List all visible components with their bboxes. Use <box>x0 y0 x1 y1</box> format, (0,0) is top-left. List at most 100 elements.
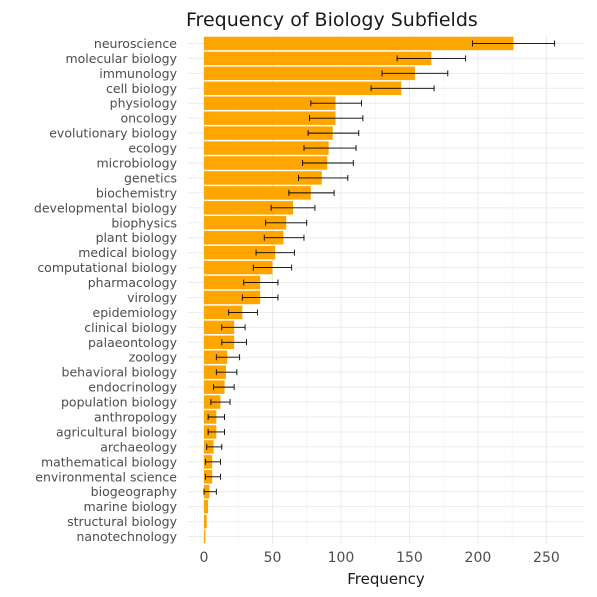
error-bar <box>203 488 217 495</box>
error-bar <box>310 100 362 107</box>
error-bar <box>221 324 246 331</box>
bar <box>204 245 276 260</box>
error-bar <box>228 309 258 316</box>
category-label: archaeology <box>100 439 177 454</box>
error-bar <box>215 369 238 376</box>
category-label: agricultural biology <box>56 424 178 439</box>
category-label: marine biology <box>83 499 177 514</box>
category-label: nanotechnology <box>76 529 177 544</box>
bar <box>204 275 261 290</box>
category-label: biogeography <box>91 484 178 499</box>
bar <box>204 290 261 305</box>
bar <box>204 51 432 66</box>
bar <box>204 186 311 200</box>
bar <box>204 81 402 96</box>
bar <box>204 335 235 350</box>
bar <box>204 126 333 140</box>
error-bar <box>298 174 349 181</box>
error-bar <box>213 384 235 391</box>
bar <box>204 499 209 514</box>
category-label: pharmacology <box>88 275 178 290</box>
error-bar <box>210 399 231 406</box>
x-tick-label: 250 <box>533 550 560 566</box>
category-label: immunology <box>99 66 177 81</box>
error-bar <box>288 189 335 196</box>
bar <box>204 201 294 215</box>
bar <box>204 36 514 51</box>
category-label: cell biology <box>106 81 178 96</box>
x-tick-label: 0 <box>200 550 209 566</box>
error-bar <box>303 145 357 152</box>
bar <box>204 320 235 335</box>
category-label: behavioral biology <box>62 365 178 380</box>
category-label: mathematical biology <box>41 454 178 469</box>
category-label: genetics <box>124 170 177 185</box>
x-axis-title: Frequency <box>347 570 425 588</box>
bar <box>204 230 284 245</box>
bar <box>204 141 329 155</box>
category-label: environmental science <box>35 469 177 484</box>
error-bar <box>471 40 556 47</box>
error-bar <box>270 204 316 211</box>
category-label: plant biology <box>96 230 178 245</box>
x-tick-label: 150 <box>396 550 423 566</box>
x-tick-label: 50 <box>264 550 282 566</box>
error-bar <box>206 443 223 450</box>
error-bar <box>221 339 247 346</box>
bar <box>204 111 336 125</box>
error-bar <box>302 160 354 166</box>
bar <box>204 156 328 170</box>
x-axis-tick-labels: 0 50 100 150 200 250 <box>200 550 560 566</box>
category-label: evolutionary biology <box>49 126 177 141</box>
bar <box>204 365 226 379</box>
bar <box>204 529 206 544</box>
error-bar <box>241 294 279 301</box>
x-tick-label: 200 <box>465 550 492 566</box>
bar <box>204 171 322 185</box>
chart-title: Frequency of Biology Subfields <box>186 9 478 31</box>
error-bar <box>255 249 295 256</box>
error-bars <box>203 40 556 495</box>
bar <box>204 96 336 110</box>
error-bar <box>370 85 435 92</box>
error-bar <box>207 428 225 435</box>
error-bar <box>396 55 467 62</box>
error-bar <box>243 279 279 286</box>
category-label: molecular biology <box>65 51 177 66</box>
category-label: epidemiology <box>93 305 178 320</box>
category-label: palaeontology <box>88 335 178 350</box>
category-label: structural biology <box>67 514 178 529</box>
error-bar <box>204 458 221 465</box>
error-bar <box>309 115 364 122</box>
error-bar <box>207 414 225 420</box>
category-label: neuroscience <box>94 36 177 51</box>
category-label: zoology <box>129 350 178 365</box>
error-bar <box>381 70 449 77</box>
bar <box>204 514 207 529</box>
category-label: biochemistry <box>96 185 178 200</box>
category-label: developmental biology <box>34 200 178 215</box>
category-label: clinical biology <box>84 320 177 335</box>
category-label: medical biology <box>78 245 177 260</box>
bar <box>204 305 243 320</box>
error-bar <box>252 264 293 271</box>
category-label: population biology <box>61 395 178 410</box>
category-label: microbiology <box>96 156 177 171</box>
category-label: biophysics <box>111 215 177 230</box>
bar <box>204 66 415 81</box>
category-label: physiology <box>110 96 178 111</box>
error-bar <box>307 130 360 137</box>
x-tick-label: 100 <box>328 550 355 566</box>
bar <box>204 216 287 230</box>
error-bar <box>215 354 241 361</box>
category-label: virology <box>127 290 177 305</box>
category-label: ecology <box>128 141 177 156</box>
category-label: endocrinology <box>88 380 177 395</box>
bar <box>204 350 228 364</box>
bar <box>204 260 273 275</box>
error-bar <box>204 473 221 480</box>
category-label: oncology <box>120 111 177 126</box>
error-bar <box>265 219 308 226</box>
